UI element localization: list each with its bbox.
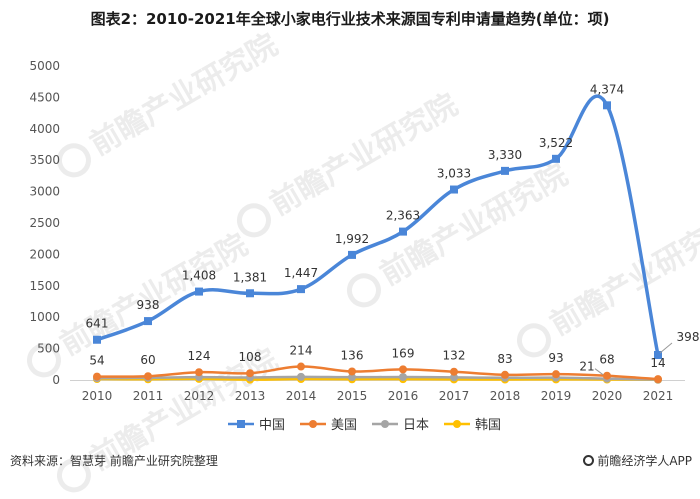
y-tick-label: 2000 [29,247,60,261]
legend-label: 中国 [259,418,285,433]
data-label: 3,522 [539,136,573,150]
data-point [399,365,407,374]
x-tick-label: 2013 [235,389,266,403]
data-point [450,185,458,194]
data-point [93,372,101,381]
data-label: 938 [137,298,160,312]
data-point [450,367,458,376]
data-label: 14 [650,356,665,370]
y-tick-label: 1500 [29,279,60,293]
data-point [603,101,611,110]
data-label: 1,447 [284,266,318,280]
data-point [399,227,407,236]
data-point [450,373,458,382]
data-point [654,375,662,384]
x-tick-label: 2011 [133,389,164,403]
x-tick-label: 2010 [82,389,113,403]
line-chart: 0 500 1000 1500 2000 2500 3000 3500 4000 4500 5000… [29,59,700,433]
data-label: 21 [579,360,594,374]
x-tick-label: 2018 [490,389,521,403]
data-point [552,370,560,379]
data-label: 60 [140,353,155,367]
data-point [348,373,356,382]
chart-title: 图表2：2010-2021年全球小家电行业技术来源国专利申请量趋势(单位：项) [90,10,610,28]
data-label: 3,330 [488,148,522,162]
series-line-0 [96,94,660,356]
y-tick-label: 2500 [29,216,60,230]
data-point [144,372,152,381]
data-point [195,368,203,377]
data-label: 1,992 [335,232,369,246]
y-tick-label: 0 [52,373,60,387]
legend-marker [453,420,461,428]
data-point [603,371,611,380]
y-tick-label: 1000 [29,310,60,324]
brand-logo-icon [583,455,595,466]
data-label: 83 [497,352,512,366]
x-tick-label: 2019 [541,389,572,403]
brand-label: 前瞻经济学人APP [583,452,692,469]
data-point [246,289,254,298]
legend-marker [309,420,317,428]
y-tick-label: 4500 [29,90,60,104]
data-point [195,287,203,296]
x-tick-label: 2012 [184,389,215,403]
y-tick-label: 3000 [29,185,60,199]
data-point [297,372,305,381]
data-point [297,362,305,371]
data-point [297,285,305,294]
y-tick-label: 500 [37,342,60,356]
data-label: 108 [239,350,262,364]
x-tick-label: 2020 [592,389,623,403]
data-point [348,367,356,376]
data-point [654,351,662,360]
legend-label: 韩国 [475,418,501,433]
data-label: 398 [677,330,700,344]
data-label: 136 [341,348,364,362]
legend-marker [381,420,389,428]
data-label: 124 [188,349,211,363]
label-leader-line [594,368,604,376]
data-label: 68 [599,353,614,367]
legend-label: 美国 [331,418,357,433]
data-point [501,370,509,379]
data-label: 1,408 [182,269,216,283]
data-label: 132 [443,349,466,363]
series-line-1 [96,365,659,381]
legend-marker [237,420,245,428]
source-note: 资料来源：智慧芽 前瞻产业研究院整理 [10,454,218,468]
x-tick-label: 2014 [286,389,317,403]
data-label: 1,381 [233,270,267,284]
x-tick-label: 2015 [337,389,368,403]
data-label: 54 [89,354,104,368]
y-tick-label: 4000 [29,122,60,136]
data-label: 641 [86,317,109,331]
x-tick-label: 2021 [643,389,674,403]
y-tick-label: 3500 [29,153,60,167]
series-line-2 [96,375,659,381]
y-tick-label: 5000 [29,59,60,73]
series-line-3 [96,377,659,382]
data-point [144,317,152,326]
x-tick-label: 2017 [439,389,470,403]
data-label: 214 [290,344,313,358]
data-point [501,166,509,175]
label-leader-line [659,342,673,354]
data-point [246,369,254,378]
data-point [399,372,407,381]
data-point [552,154,560,163]
data-point [348,250,356,259]
data-point [93,335,101,344]
data-label: 4,374 [590,82,624,96]
data-label: 93 [548,351,563,365]
x-tick-label: 2016 [388,389,419,403]
legend-label: 日本 [403,418,429,433]
data-label: 2,363 [386,209,420,223]
data-label: 3,033 [437,167,471,181]
data-label: 169 [392,346,415,360]
